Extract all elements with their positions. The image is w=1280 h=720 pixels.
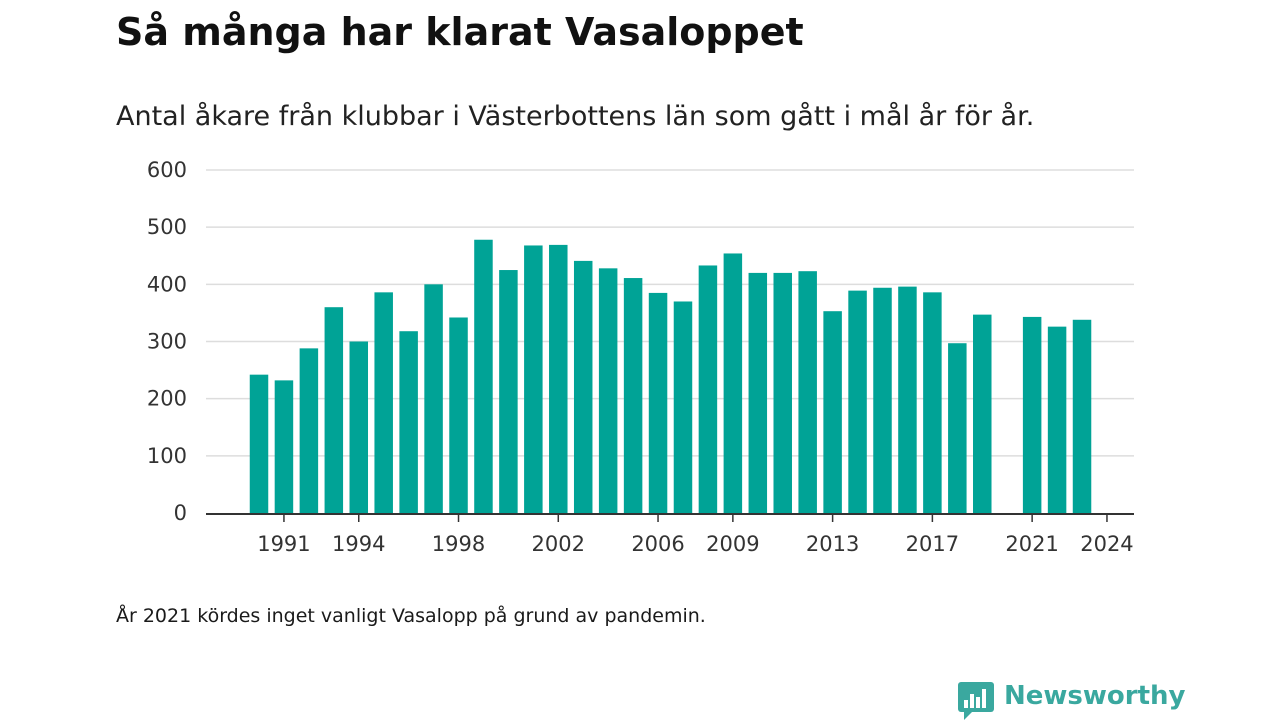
bar: [948, 343, 967, 513]
bar: [748, 272, 768, 513]
bar: [499, 270, 518, 513]
newsworthy-brand: Newsworthy: [958, 676, 1185, 720]
bar: [324, 307, 344, 513]
bar: [399, 331, 418, 513]
x-tick-label: 2013: [806, 532, 859, 556]
bar: [773, 272, 792, 513]
bar: [299, 348, 319, 513]
bar: [1022, 316, 1042, 513]
bar: [898, 286, 917, 513]
bar: [673, 301, 693, 513]
bar: [848, 290, 867, 513]
y-tick-label: 400: [147, 272, 187, 296]
newsworthy-logo-icon: [958, 682, 994, 720]
x-tick-label: 2021: [1005, 532, 1058, 556]
x-tick-label: 2002: [532, 532, 585, 556]
bar: [374, 292, 393, 513]
bar: [549, 244, 568, 513]
bar: [524, 245, 543, 513]
bar: [973, 314, 992, 513]
x-tick-label: 2024: [1080, 532, 1133, 556]
x-tick-label: 1991: [257, 532, 310, 556]
x-tick-marks: [283, 514, 1108, 522]
footnote: År 2021 kördes inget vanligt Vasalopp på…: [116, 605, 706, 627]
y-tick-label: 300: [147, 330, 187, 354]
bar: [424, 284, 443, 513]
bar: [723, 253, 743, 513]
bar: [698, 265, 718, 513]
bar: [648, 292, 668, 513]
chart-title: Så många har klarat Vasaloppet: [116, 10, 804, 54]
brand-name: Newsworthy: [1004, 681, 1186, 711]
y-gridlines: [206, 169, 1134, 457]
bar: [573, 260, 593, 513]
bar: [1072, 319, 1092, 513]
bar: [274, 380, 294, 513]
bar-chart: 0 100 200 300 400 500 600 1991 1994 1998 2002 2006…: [147, 158, 1134, 556]
x-tick-label: 1994: [332, 532, 385, 556]
y-tick-labels: 0 100 200 300 400 500 600: [147, 158, 187, 525]
bars: [249, 239, 1092, 514]
x-tick-label: 1998: [432, 532, 485, 556]
y-tick-label: 100: [147, 444, 187, 468]
x-tick-labels: 1991 1994 1998 2002 2006 2009 2013 2017 2021 2024: [257, 532, 1133, 556]
x-tick-label: 2017: [906, 532, 959, 556]
bar: [873, 287, 892, 513]
bar: [449, 317, 468, 513]
chart-subtitle: Antal åkare från klubbar i Västerbottens…: [116, 101, 1035, 132]
bar: [598, 268, 618, 513]
bar: [349, 341, 369, 513]
x-tick-label: 2009: [706, 532, 759, 556]
bar: [823, 311, 842, 513]
y-tick-label: 500: [147, 215, 187, 239]
x-tick-label: 2006: [631, 532, 684, 556]
bar: [623, 278, 643, 513]
y-tick-label: 600: [147, 158, 187, 182]
y-tick-label: 0: [174, 501, 187, 525]
bar: [923, 292, 942, 513]
bar: [1047, 326, 1067, 513]
bar: [249, 374, 269, 513]
bar: [474, 239, 493, 514]
y-tick-label: 200: [147, 387, 187, 411]
bar: [798, 271, 817, 513]
